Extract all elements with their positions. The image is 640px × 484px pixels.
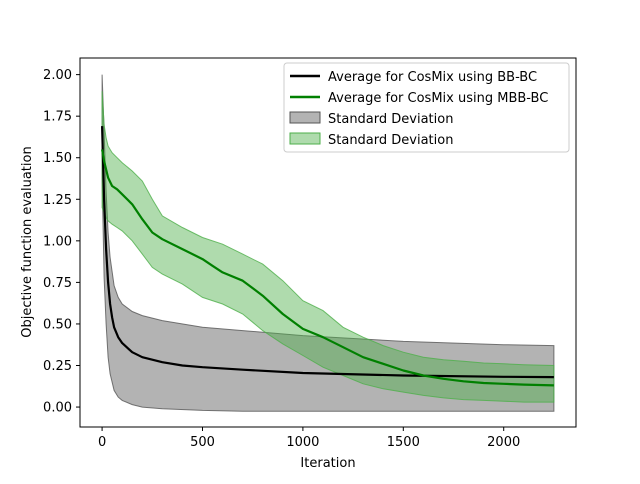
y-tick-label: 1.75 [43, 110, 72, 125]
x-tick-label: 0 [98, 435, 106, 450]
x-tick-label: 500 [190, 435, 215, 450]
y-tick-label: 1.00 [43, 234, 72, 249]
legend: Average for CosMix using BB-BC Average f… [283, 62, 570, 153]
legend-patch-gray-band [289, 111, 321, 124]
legend-box [283, 62, 570, 153]
axes-frame [79, 57, 577, 428]
y-tick-label: 0.00 [43, 401, 72, 416]
legend-patch-green-band [289, 132, 321, 145]
series-line-bbbc [101, 126, 554, 379]
y-tick-label: 0.75 [43, 276, 72, 291]
x-tick-label: 2000 [487, 435, 520, 450]
x-axis-label: Iteration [300, 456, 355, 471]
x-axis-ticks: 0 500 1000 1500 2000 [98, 427, 520, 450]
legend-label-gray-band: Standard Deviation [328, 112, 453, 127]
y-axis-ticks: 0.00 0.25 0.50 0.75 1.00 1.25 1.50 1.75 2.00 [43, 68, 80, 416]
y-tick-label: 1.50 [43, 151, 72, 166]
y-tick-label: 1.25 [43, 193, 72, 208]
legend-label-bbbc: Average for CosMix using BB-BC [328, 70, 537, 85]
series-line-mbbbc [101, 149, 554, 387]
y-tick-label: 0.50 [43, 317, 72, 332]
average-lines [101, 126, 554, 387]
x-tick-label: 1500 [387, 435, 420, 450]
y-tick-label: 2.00 [43, 68, 72, 83]
legend-label-green-band: Standard Deviation [328, 133, 453, 148]
x-tick-label: 1000 [286, 435, 319, 450]
legend-label-mbbbc: Average for CosMix using MBB-BC [328, 91, 548, 106]
y-axis-label: Objective function evaluation [20, 146, 35, 337]
y-tick-label: 0.25 [43, 359, 72, 374]
